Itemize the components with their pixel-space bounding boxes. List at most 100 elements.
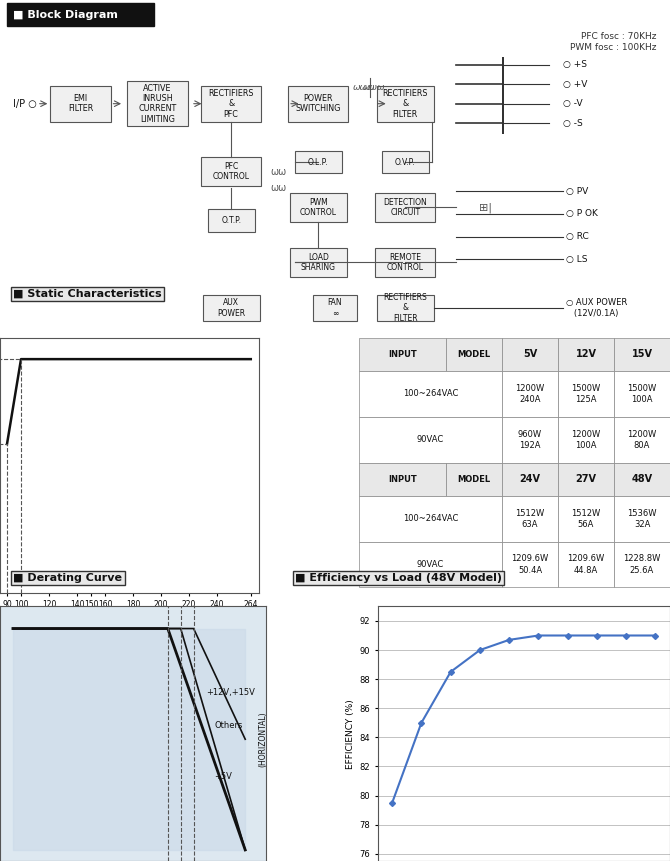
Text: 960W
192A: 960W 192A <box>518 430 542 449</box>
Text: 15V: 15V <box>632 350 653 360</box>
FancyBboxPatch shape <box>314 294 356 321</box>
Text: 90VAC: 90VAC <box>417 560 444 569</box>
Text: FAN
∞: FAN ∞ <box>328 298 342 318</box>
Text: +12V,+15V: +12V,+15V <box>206 688 255 697</box>
Text: +5V: +5V <box>214 772 232 781</box>
Bar <box>502 496 558 542</box>
Text: 27V: 27V <box>576 474 596 484</box>
Bar <box>359 371 502 417</box>
Bar <box>558 338 614 371</box>
Text: ωωω: ωωω <box>362 83 385 92</box>
Text: PFC
CONTROL: PFC CONTROL <box>212 162 250 182</box>
Text: 1209.6W
50.4A: 1209.6W 50.4A <box>511 554 549 574</box>
FancyBboxPatch shape <box>7 3 154 26</box>
Bar <box>359 417 502 462</box>
FancyBboxPatch shape <box>208 209 255 232</box>
Text: ○ RC: ○ RC <box>566 232 589 241</box>
Bar <box>502 338 558 371</box>
Text: AUX
POWER: AUX POWER <box>217 298 245 318</box>
Text: ○ AUX POWER
   (12V/0.1A): ○ AUX POWER (12V/0.1A) <box>566 298 627 318</box>
Text: EMI
FILTER: EMI FILTER <box>68 94 93 114</box>
Text: 100~264VAC: 100~264VAC <box>403 514 458 523</box>
Bar <box>558 371 614 417</box>
Text: 1500W
100A: 1500W 100A <box>627 384 657 404</box>
Text: REMOTE
CONTROL: REMOTE CONTROL <box>387 253 424 272</box>
Text: O.V.P.: O.V.P. <box>395 158 415 166</box>
Text: ■ Static Characteristics: ■ Static Characteristics <box>13 289 162 299</box>
Text: ○ LS: ○ LS <box>566 255 588 263</box>
Bar <box>502 542 558 587</box>
FancyBboxPatch shape <box>375 248 436 277</box>
Bar <box>502 371 558 417</box>
FancyBboxPatch shape <box>201 158 261 186</box>
Bar <box>502 417 558 462</box>
Text: 1200W
100A: 1200W 100A <box>572 430 600 449</box>
FancyBboxPatch shape <box>377 294 434 321</box>
Text: RECTIFIERS
&
FILTER: RECTIFIERS & FILTER <box>383 89 428 119</box>
FancyBboxPatch shape <box>382 151 429 173</box>
Bar <box>614 417 670 462</box>
FancyBboxPatch shape <box>202 294 260 321</box>
Text: ○ +V: ○ +V <box>563 80 587 89</box>
FancyBboxPatch shape <box>288 86 348 121</box>
X-axis label: INPUT VOLTAGE (V) 60Hz: INPUT VOLTAGE (V) 60Hz <box>66 613 192 623</box>
Text: (HORIZONTAL): (HORIZONTAL) <box>258 711 267 767</box>
FancyBboxPatch shape <box>377 86 434 121</box>
Text: 100~264VAC: 100~264VAC <box>403 389 458 399</box>
Text: RECTIFIERS
&
PFC: RECTIFIERS & PFC <box>208 89 254 119</box>
Text: ■ Derating Curve: ■ Derating Curve <box>13 573 123 583</box>
Text: ωωω: ωωω <box>352 83 375 92</box>
Bar <box>359 542 502 587</box>
FancyBboxPatch shape <box>375 193 436 222</box>
Text: ○ -V: ○ -V <box>563 99 582 108</box>
Bar <box>359 338 446 371</box>
Text: ωω: ωω <box>270 183 286 193</box>
FancyBboxPatch shape <box>289 193 347 222</box>
FancyBboxPatch shape <box>295 151 342 173</box>
Bar <box>614 371 670 417</box>
Text: LOAD
SHARING: LOAD SHARING <box>301 253 336 272</box>
Text: ○ +S: ○ +S <box>563 60 587 69</box>
Text: Others: Others <box>214 722 243 730</box>
Text: 12V: 12V <box>576 350 596 360</box>
Text: 1228.8W
25.6A: 1228.8W 25.6A <box>623 554 661 574</box>
Bar <box>558 496 614 542</box>
Text: ○ -S: ○ -S <box>563 119 582 127</box>
Text: INPUT: INPUT <box>388 474 417 484</box>
Bar <box>614 496 670 542</box>
Text: POWER
SWITCHING: POWER SWITCHING <box>295 94 341 114</box>
Text: MODEL: MODEL <box>458 474 490 484</box>
Bar <box>359 462 446 496</box>
Text: 1209.6W
44.8A: 1209.6W 44.8A <box>567 554 604 574</box>
Text: 1536W
32A: 1536W 32A <box>627 509 657 529</box>
Y-axis label: EFFICIENCY (%): EFFICIENCY (%) <box>346 699 355 769</box>
Text: ACTIVE
INRUSH
CURRENT
LIMITING: ACTIVE INRUSH CURRENT LIMITING <box>138 84 177 124</box>
Bar <box>502 462 558 496</box>
Text: ○ PV: ○ PV <box>566 187 588 195</box>
Bar <box>558 462 614 496</box>
Text: INPUT: INPUT <box>388 350 417 359</box>
Text: ⊞|: ⊞| <box>479 202 492 213</box>
Bar <box>614 542 670 587</box>
Text: ωω: ωω <box>270 167 286 177</box>
Text: PFC fosc : 70KHz
PWM fosc : 100KHz: PFC fosc : 70KHz PWM fosc : 100KHz <box>570 33 657 52</box>
Text: RECTIFIERS
&
FILTER: RECTIFIERS & FILTER <box>383 293 427 323</box>
Bar <box>446 462 502 496</box>
Bar <box>558 417 614 462</box>
Text: ■ Efficiency vs Load (48V Model): ■ Efficiency vs Load (48V Model) <box>295 573 502 583</box>
Bar <box>558 542 614 587</box>
Text: 1512W
56A: 1512W 56A <box>572 509 600 529</box>
Text: DETECTION
CIRCUIT: DETECTION CIRCUIT <box>383 198 427 217</box>
FancyBboxPatch shape <box>289 248 347 277</box>
Text: O.T.P.: O.T.P. <box>221 216 241 225</box>
Text: 5V: 5V <box>523 350 537 360</box>
FancyBboxPatch shape <box>50 86 111 121</box>
Text: 1200W
80A: 1200W 80A <box>627 430 657 449</box>
Text: 24V: 24V <box>519 474 541 484</box>
Text: MODEL: MODEL <box>458 350 490 359</box>
Text: ■ Block Diagram: ■ Block Diagram <box>13 9 119 20</box>
Text: PWM
CONTROL: PWM CONTROL <box>299 198 337 217</box>
Text: 48V: 48V <box>631 474 653 484</box>
Text: O.L.P.: O.L.P. <box>308 158 328 166</box>
FancyBboxPatch shape <box>201 86 261 121</box>
